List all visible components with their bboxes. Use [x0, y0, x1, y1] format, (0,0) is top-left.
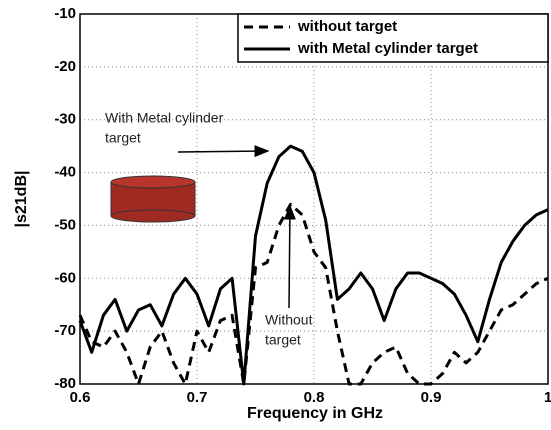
- x-tick-label: 0.9: [421, 389, 442, 406]
- annotation-arrow: [283, 204, 296, 309]
- legend-label: without target: [297, 18, 397, 35]
- x-tick-label: 0.8: [304, 389, 325, 406]
- legend-label: with Metal cylinder target: [297, 40, 478, 57]
- x-tick-label: 1: [544, 389, 551, 406]
- y-tick-label: -60: [54, 269, 76, 286]
- x-tick-label: 0.6: [70, 389, 91, 406]
- y-tick-label: -80: [54, 375, 76, 392]
- annotation-arrow: [177, 145, 270, 158]
- annotation: With Metal cylinder: [105, 110, 224, 126]
- x-tick-label: 0.7: [187, 389, 208, 406]
- annotation: target: [265, 332, 301, 348]
- y-tick-label: -40: [54, 164, 76, 181]
- annotation: target: [105, 130, 141, 146]
- cylinder-icon: [110, 175, 196, 223]
- x-axis-label: Frequency in GHz: [247, 405, 383, 422]
- annotation: Without: [265, 312, 313, 328]
- series-line: [78, 202, 549, 386]
- y-tick-label: -70: [54, 322, 76, 339]
- series-line: [78, 144, 549, 386]
- y-tick-label: -10: [54, 5, 76, 22]
- y-tick-label: -50: [54, 216, 76, 233]
- y-tick-label: -30: [54, 111, 76, 128]
- y-axis-label: |s21dB|: [13, 171, 30, 228]
- legend-box: [237, 13, 549, 63]
- y-tick-label: -20: [54, 58, 76, 75]
